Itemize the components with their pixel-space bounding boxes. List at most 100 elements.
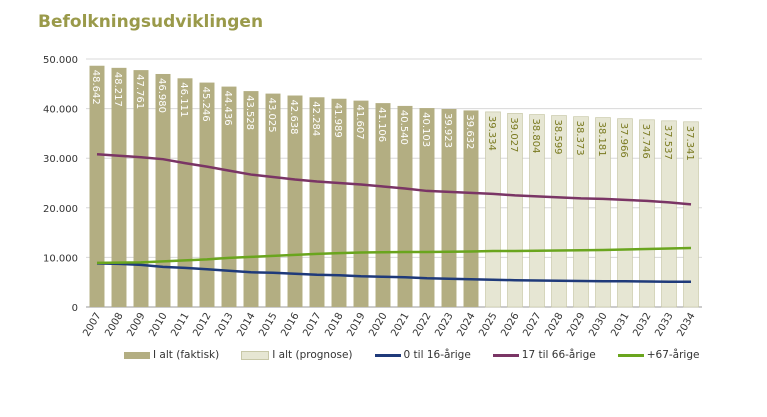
x-tick-label: 2019 bbox=[345, 311, 367, 339]
bar-data-label: 42.284 bbox=[310, 101, 321, 136]
bar bbox=[155, 73, 171, 307]
bar-data-label: 38.599 bbox=[552, 120, 563, 155]
x-tick-label: 2013 bbox=[213, 311, 235, 339]
legend-label: 17 til 66-årige bbox=[521, 349, 596, 361]
x-tick-label: 2026 bbox=[499, 311, 521, 339]
legend-swatch bbox=[617, 353, 644, 357]
bar-data-label: 39.632 bbox=[464, 114, 475, 149]
bar-data-label: 44.436 bbox=[222, 91, 233, 126]
x-tick-label: 2022 bbox=[411, 311, 433, 339]
y-tick-label: 0 bbox=[72, 303, 78, 314]
legend-label: 0 til 16-årige bbox=[403, 349, 471, 361]
x-tick-label: 2034 bbox=[675, 311, 697, 339]
bar-data-label: 38.181 bbox=[596, 122, 607, 157]
x-tick-label: 2011 bbox=[169, 311, 191, 339]
legend-swatch bbox=[374, 353, 401, 357]
x-tick-label: 2032 bbox=[631, 311, 653, 339]
legend-swatch bbox=[241, 350, 270, 360]
bar-data-label: 46.980 bbox=[156, 78, 167, 113]
bar bbox=[111, 67, 127, 307]
series-line bbox=[96, 262, 691, 283]
bar bbox=[507, 113, 523, 308]
x-tick-label: 2028 bbox=[543, 311, 565, 339]
bar-data-label: 39.923 bbox=[442, 113, 453, 148]
bar-data-label: 46.111 bbox=[178, 82, 189, 117]
x-tick-label: 2031 bbox=[609, 311, 631, 339]
bar-data-label: 42.638 bbox=[288, 100, 299, 135]
bar-data-label: 41.106 bbox=[376, 107, 387, 142]
x-tick-label: 2016 bbox=[279, 311, 301, 339]
x-tick-label: 2027 bbox=[521, 311, 543, 339]
legend-swatch bbox=[492, 353, 519, 357]
bar bbox=[441, 108, 457, 307]
x-tick-label: 2017 bbox=[301, 311, 323, 339]
bar bbox=[529, 114, 545, 308]
bar bbox=[551, 115, 567, 308]
x-tick-label: 2030 bbox=[587, 311, 609, 339]
bar-data-label: 37.966 bbox=[618, 123, 629, 158]
bar bbox=[89, 65, 105, 307]
bar bbox=[353, 100, 369, 308]
legend-label: I alt (faktisk) bbox=[153, 349, 220, 361]
legend-label: I alt (prognose) bbox=[272, 349, 353, 361]
y-tick-label: 10.000 bbox=[43, 253, 78, 264]
bar-data-label: 40.103 bbox=[420, 112, 431, 147]
bar bbox=[661, 120, 677, 308]
bar bbox=[397, 105, 413, 307]
bar-data-label: 45.246 bbox=[200, 87, 211, 122]
bar-data-label: 47.761 bbox=[134, 74, 145, 109]
bar bbox=[199, 82, 215, 308]
chart-title: Befolkningsudviklingen bbox=[38, 12, 264, 32]
bar-data-label: 48.642 bbox=[90, 70, 101, 105]
legend-item: +67-årige bbox=[617, 349, 700, 361]
legend-item: I alt (prognose) bbox=[241, 349, 353, 361]
x-tick-label: 2009 bbox=[125, 311, 147, 339]
bar-data-label: 41.607 bbox=[354, 105, 365, 140]
bar-data-label: 39.334 bbox=[486, 116, 497, 151]
legend-item: 0 til 16-årige bbox=[374, 349, 471, 361]
x-tick-label: 2014 bbox=[235, 311, 257, 339]
x-tick-label: 2021 bbox=[389, 311, 411, 339]
bar bbox=[485, 111, 501, 308]
legend: I alt (faktisk) I alt (prognose) 0 til 16-… bbox=[124, 349, 699, 361]
bar-data-label: 40.540 bbox=[398, 110, 409, 145]
bar-data-label: 48.217 bbox=[112, 72, 123, 107]
bar bbox=[463, 110, 479, 307]
x-tick-label: 2029 bbox=[565, 311, 587, 339]
bar bbox=[265, 93, 281, 307]
y-tick-label: 20.000 bbox=[43, 204, 78, 215]
y-tick-label: 40.000 bbox=[43, 105, 78, 116]
bar-data-label: 43.025 bbox=[266, 98, 277, 133]
bar bbox=[639, 119, 655, 308]
bar bbox=[683, 121, 699, 308]
x-tick-label: 2010 bbox=[147, 311, 169, 339]
x-tick-label: 2023 bbox=[433, 311, 455, 339]
legend-label: +67-årige bbox=[646, 349, 700, 361]
bar-data-label: 38.373 bbox=[574, 121, 585, 156]
bar-data-label: 37.537 bbox=[662, 125, 673, 160]
x-tick-label: 2033 bbox=[653, 311, 675, 339]
bar bbox=[243, 91, 259, 307]
bar bbox=[221, 86, 237, 307]
bar bbox=[177, 78, 193, 308]
bar bbox=[595, 117, 611, 308]
legend-swatch bbox=[124, 351, 150, 359]
bar bbox=[375, 103, 391, 307]
bar bbox=[419, 108, 435, 308]
y-tick-label: 30.000 bbox=[43, 154, 78, 165]
x-tick-label: 2007 bbox=[81, 311, 103, 339]
bar-data-label: 37.341 bbox=[684, 126, 695, 161]
bar-data-label: 43.528 bbox=[244, 95, 255, 130]
x-tick-label: 2008 bbox=[103, 311, 125, 339]
x-tick-label: 2012 bbox=[191, 311, 213, 339]
x-tick-label: 2024 bbox=[455, 311, 477, 339]
y-tick-label: 50.000 bbox=[43, 55, 78, 66]
series-line bbox=[96, 246, 692, 265]
bar bbox=[133, 70, 149, 307]
bar-data-label: 37.746 bbox=[640, 124, 651, 159]
bar-data-label: 39.027 bbox=[508, 117, 519, 152]
bar-data-label: 38.804 bbox=[530, 119, 541, 154]
legend-item: I alt (faktisk) bbox=[124, 349, 219, 361]
x-tick-label: 2018 bbox=[323, 311, 345, 339]
